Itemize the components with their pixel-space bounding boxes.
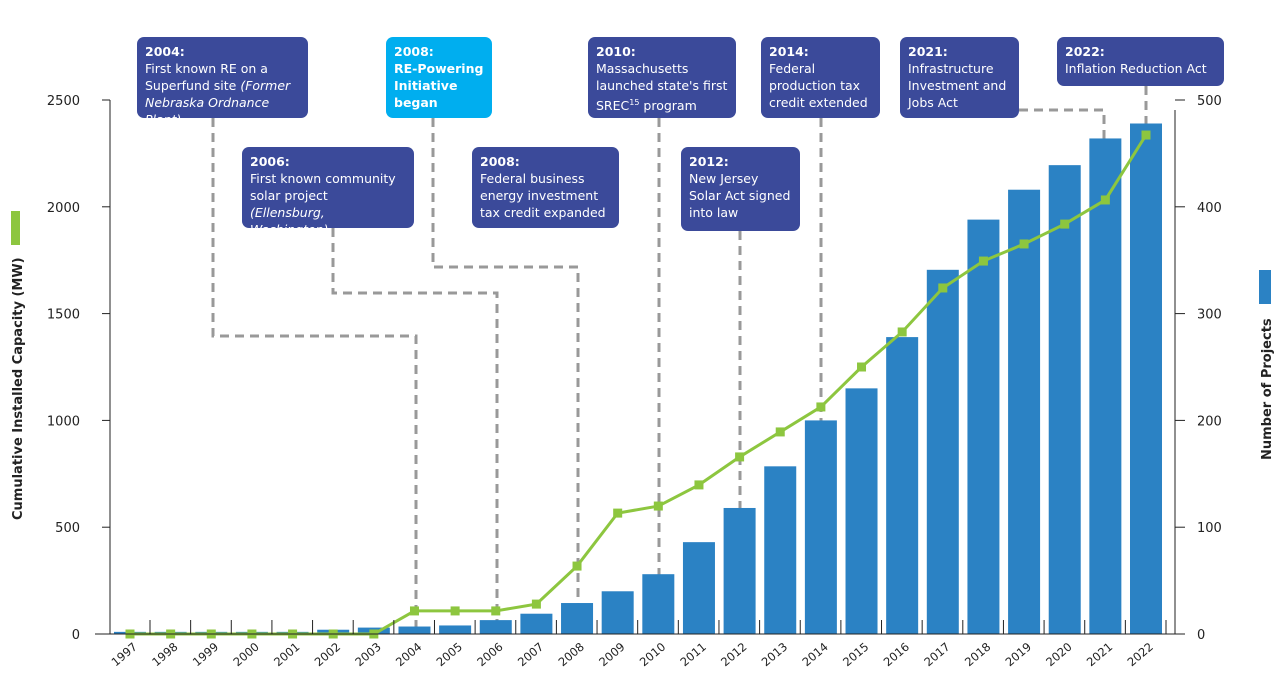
annotation-2022: 2022: Inflation Reduction Act <box>1057 37 1224 86</box>
bar-2010 <box>642 574 675 634</box>
left-tick-label: 500 <box>55 521 80 536</box>
x-tick-label: 2015 <box>840 640 871 670</box>
annotation-2008-repowering: 2008: RE-Powering Initiative began <box>386 37 492 118</box>
left-tick-label: 2500 <box>47 94 80 109</box>
annotation-2004: 2004: First known RE on a Superfund site … <box>137 37 308 127</box>
x-tick-label: 2002 <box>312 640 343 670</box>
x-tick-label: 1998 <box>149 640 180 670</box>
point-2017 <box>938 283 948 293</box>
point-2018 <box>978 256 988 266</box>
connector-2006 <box>331 228 499 628</box>
x-tick-label: 2022 <box>1124 640 1155 670</box>
point-2013 <box>775 427 785 437</box>
point-2008 <box>572 561 582 571</box>
point-2007 <box>531 599 541 609</box>
x-tick-label: 2008 <box>556 640 587 670</box>
bar-2017 <box>926 269 959 634</box>
connector-2004 <box>211 118 418 628</box>
bar-2021 <box>1089 138 1122 634</box>
point-2015 <box>857 362 867 372</box>
right-tick-label: 200 <box>1197 414 1222 429</box>
bar-2014 <box>804 420 837 634</box>
x-tick-label: 2011 <box>677 640 708 670</box>
x-tick-label: 2012 <box>718 640 749 670</box>
x-tick-label: 2021 <box>1084 640 1115 670</box>
left-tick-label: 0 <box>72 628 80 643</box>
x-tick-label: 2017 <box>921 640 952 670</box>
point-2016 <box>897 327 907 337</box>
point-2004 <box>409 606 419 616</box>
bar-2020 <box>1048 165 1081 634</box>
x-tick-label: 1999 <box>190 640 221 670</box>
bar-2006 <box>479 620 512 634</box>
bar-2016 <box>886 337 919 634</box>
left-tick-label: 1500 <box>47 308 80 323</box>
point-2006 <box>491 606 501 616</box>
x-tick-label: 2014 <box>799 640 830 670</box>
bar-2008 <box>561 603 594 634</box>
x-tick-label: 2000 <box>230 640 261 670</box>
annotation-2008-tax-credit: 2008: Federal business energy investment … <box>472 147 619 228</box>
x-tick-label: 2004 <box>393 640 424 670</box>
point-2011 <box>694 480 704 490</box>
point-2019 <box>1019 239 1029 249</box>
annotation-2012: 2012: New Jersey Solar Act signed into la… <box>681 147 800 231</box>
bar-2009 <box>601 591 634 634</box>
left-tick-label: 1000 <box>47 414 80 429</box>
left-axis-label: Cumulative Installed Capacity (MW) <box>11 257 26 520</box>
x-tick-label: 2018 <box>962 640 993 670</box>
annotation-2021: 2021: Infrastructure Investment and Jobs … <box>900 37 1019 118</box>
left-tick-label: 2000 <box>47 201 80 216</box>
x-tick-label: 2020 <box>1043 640 1074 670</box>
point-2020 <box>1060 219 1070 229</box>
bar-2018 <box>967 219 1000 634</box>
x-tick-label: 2001 <box>271 640 302 670</box>
x-tick-label: 2007 <box>515 640 546 670</box>
right-tick-label: 300 <box>1197 308 1222 323</box>
right-tick-label: 0 <box>1197 628 1205 643</box>
point-2022 <box>1141 130 1151 140</box>
bar-2022 <box>1130 123 1162 634</box>
right-tick-label: 400 <box>1197 201 1222 216</box>
bar-2005 <box>439 625 472 634</box>
point-2010 <box>653 501 663 511</box>
x-tick-label: 2006 <box>474 640 505 670</box>
projects-legend-swatch <box>1259 270 1271 304</box>
annotation-2010: 2010: Massachusetts launched state's firs… <box>588 37 736 118</box>
point-2021 <box>1100 195 1110 205</box>
bar-2015 <box>845 388 878 634</box>
capacity-legend-swatch <box>11 211 20 245</box>
x-tick-label: 2003 <box>352 640 383 670</box>
x-tick-label: 2009 <box>596 640 627 670</box>
bar-2012 <box>723 507 756 634</box>
x-tick-label: 2019 <box>1003 640 1034 670</box>
x-tick-label: 1997 <box>108 640 139 670</box>
bar-2013 <box>764 466 797 634</box>
annotation-2006: 2006: First known community solar project… <box>242 147 414 237</box>
bar-2019 <box>1008 189 1041 634</box>
annotation-2014: 2014: Federal production tax credit exten… <box>761 37 880 118</box>
bar-2004 <box>398 626 431 634</box>
point-2014 <box>816 402 826 412</box>
x-tick-label: 2010 <box>637 640 668 670</box>
bar-2007 <box>520 613 553 634</box>
bar-2011 <box>682 542 715 634</box>
x-tick-label: 2016 <box>881 640 912 670</box>
x-tick-label: 2005 <box>434 640 465 670</box>
point-2012 <box>735 452 745 462</box>
right-tick-label: 100 <box>1197 521 1222 536</box>
point-2005 <box>450 606 460 616</box>
right-axis-label: Number of Projects <box>1260 318 1275 460</box>
point-2009 <box>613 508 623 518</box>
x-tick-label: 2013 <box>759 640 790 670</box>
right-tick-label: 500 <box>1197 94 1222 109</box>
